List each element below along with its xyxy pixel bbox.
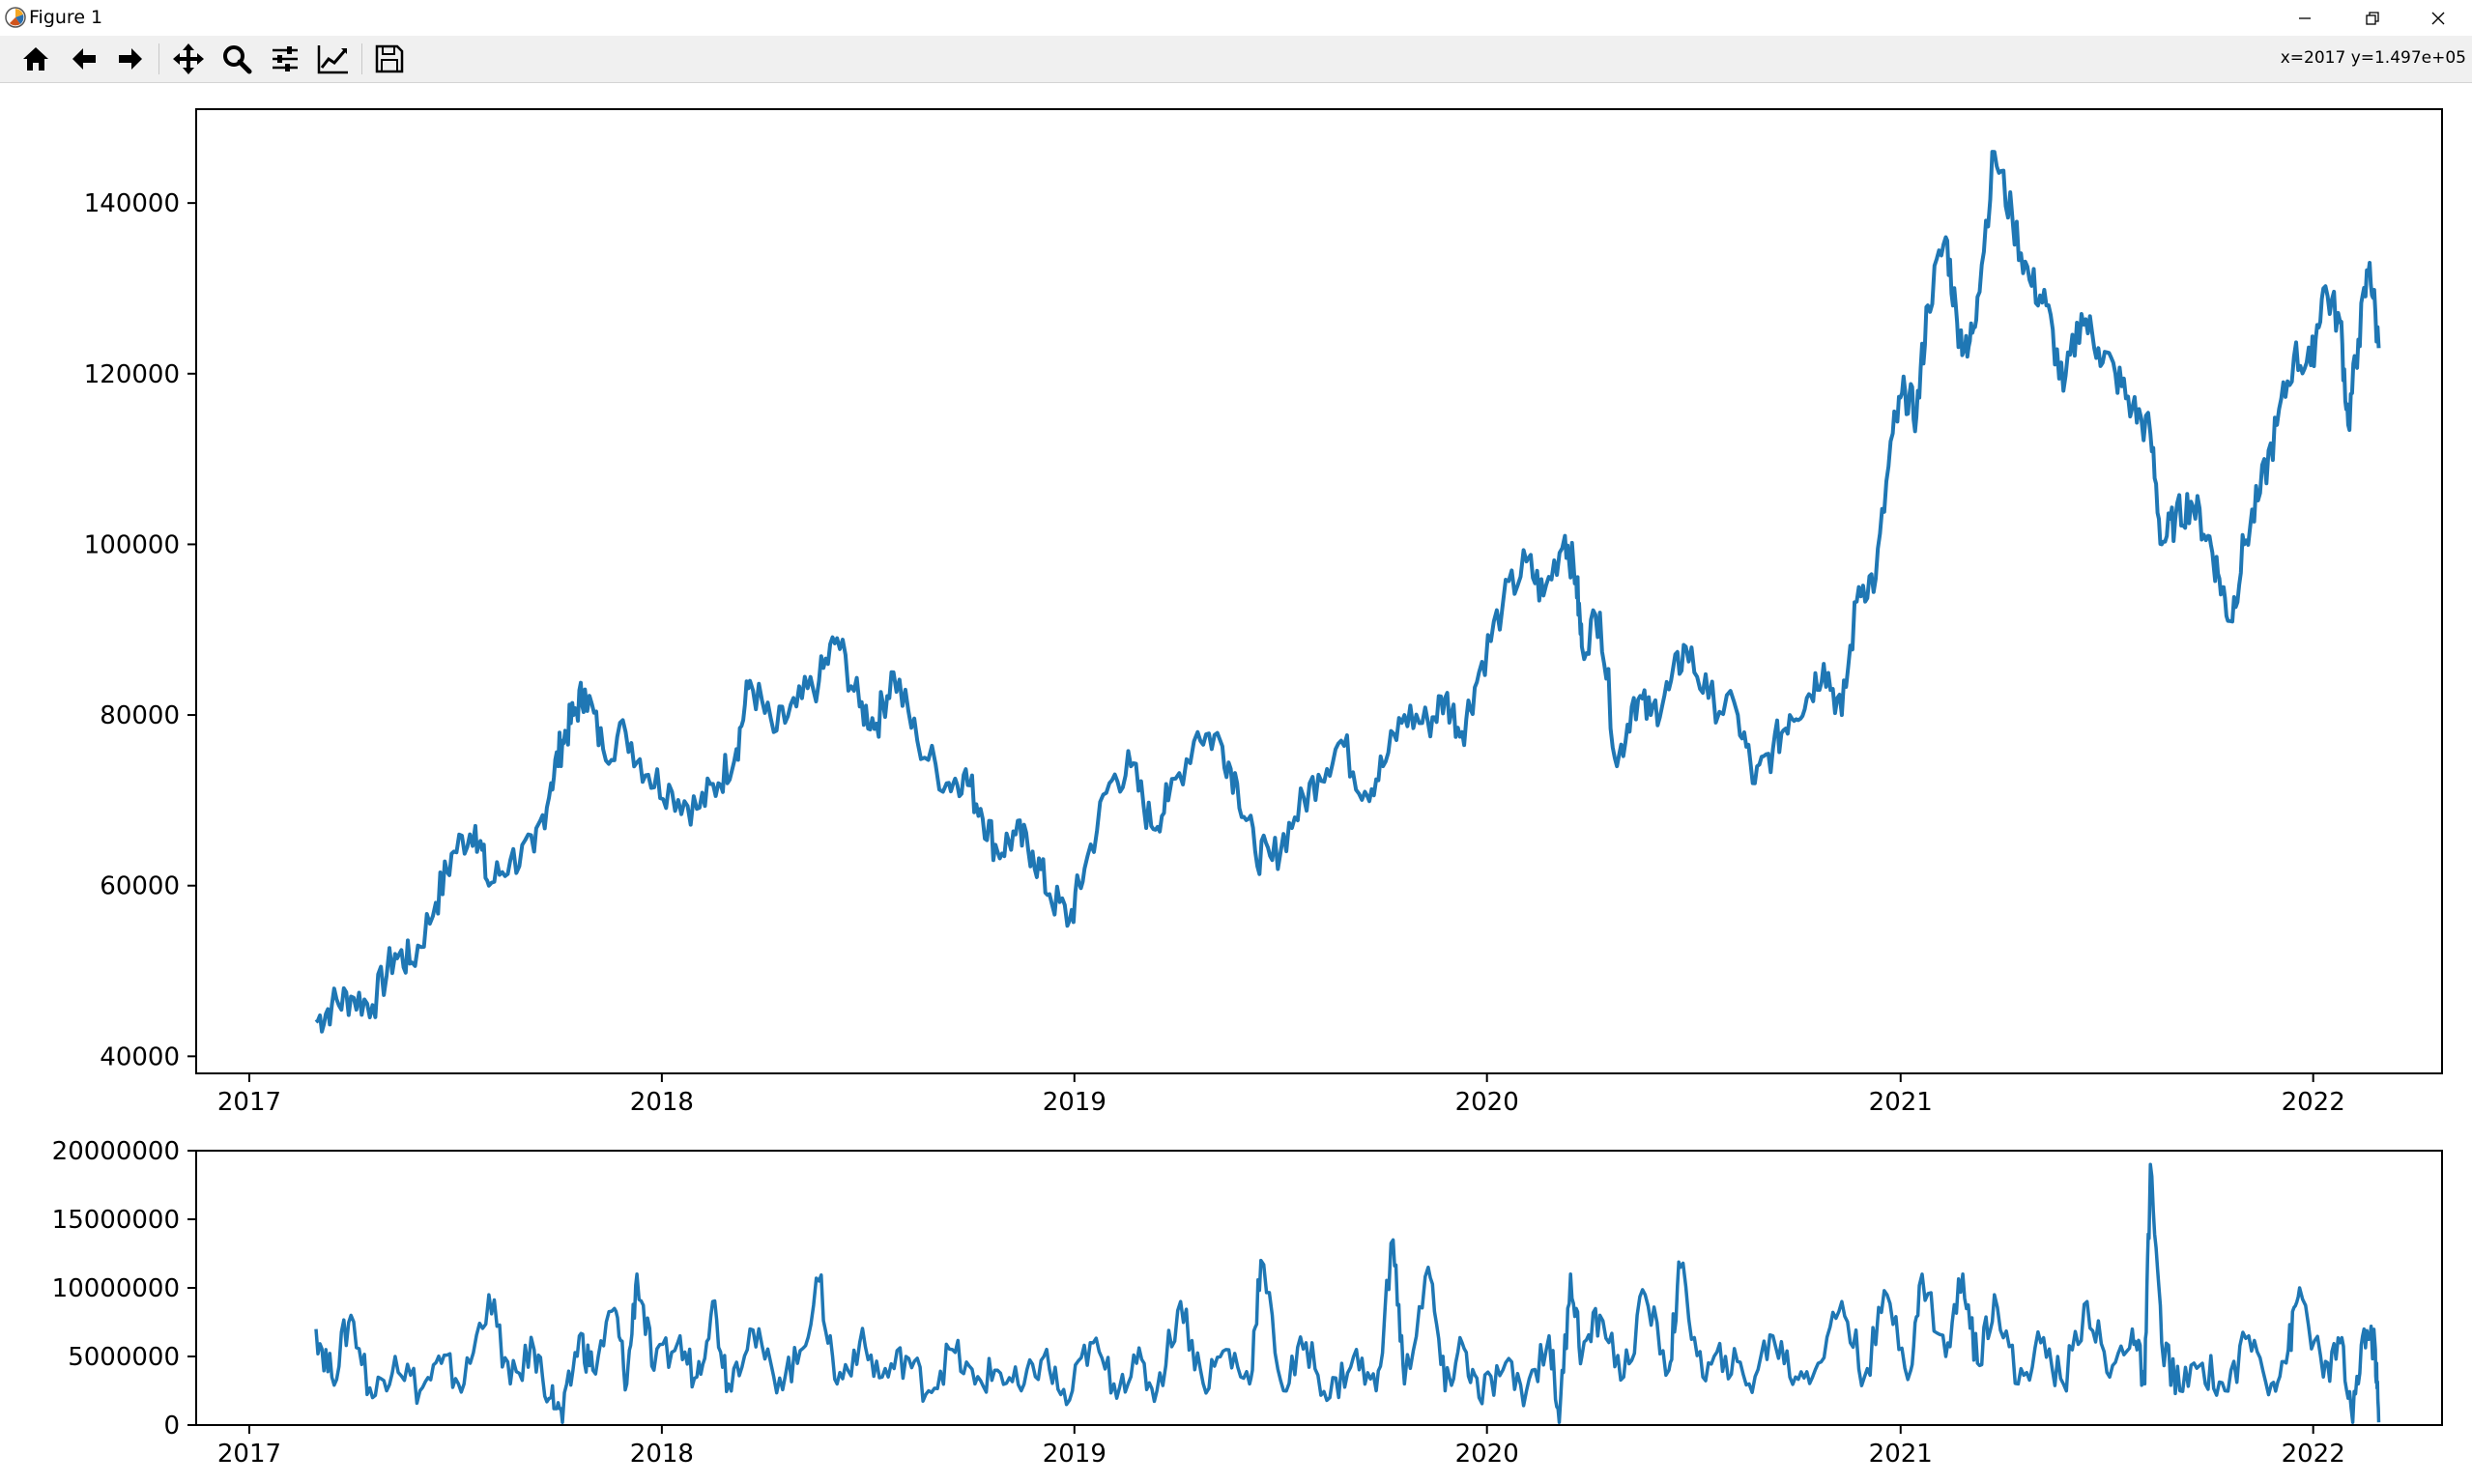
- x-tick-label: 2022: [2282, 1088, 2345, 1117]
- toolbar-separator: [361, 43, 362, 74]
- forward-icon: [119, 48, 142, 70]
- volume-axes[interactable]: 2017 2018 2019 2020 2021 2022 0 5000000 1000000…: [52, 1137, 2443, 1469]
- volume-series-line: [314, 1162, 2381, 1424]
- home-icon: [23, 47, 48, 71]
- x-tick-label: 2020: [1455, 1088, 1519, 1117]
- pan-button[interactable]: [170, 42, 207, 76]
- y-tick-label: 140000: [84, 189, 180, 218]
- back-button[interactable]: [66, 42, 102, 76]
- save-button[interactable]: [371, 42, 408, 76]
- y-tick-label: 10000000: [52, 1274, 180, 1303]
- zoom-button[interactable]: [218, 42, 255, 76]
- zoom-icon: [223, 45, 252, 74]
- volume-x-ticks: 2017 2018 2019 2020 2021 2022: [217, 1425, 2345, 1469]
- configure-subplots-button[interactable]: [267, 42, 303, 76]
- x-tick-label: 2019: [1043, 1088, 1107, 1117]
- restore-icon: [2366, 11, 2379, 25]
- y-tick-label: 60000: [100, 872, 180, 901]
- navigation-toolbar: x=2017 y=1.497e+05: [0, 36, 2472, 83]
- close-button[interactable]: [2404, 0, 2472, 36]
- x-tick-label: 2018: [630, 1088, 694, 1117]
- toolbar-separator: [158, 43, 159, 74]
- edit-axis-button[interactable]: [315, 42, 352, 76]
- restore-button[interactable]: [2339, 0, 2406, 36]
- y-tick-label: 0: [163, 1412, 180, 1441]
- figure-canvas[interactable]: 2017 2018 2019 2020 2021 2022 40000 60000 80000…: [0, 83, 2472, 1484]
- y-tick-label: 20000000: [52, 1137, 180, 1166]
- x-tick-label: 2018: [630, 1440, 694, 1469]
- minimize-button[interactable]: [2271, 0, 2339, 36]
- pan-icon: [173, 43, 204, 74]
- y-tick-label: 120000: [84, 360, 180, 389]
- x-tick-label: 2019: [1043, 1440, 1107, 1469]
- price-y-ticks: 40000 60000 80000 100000 120000 140000: [84, 189, 196, 1071]
- home-button[interactable]: [17, 42, 54, 76]
- x-tick-label: 2021: [1869, 1088, 1933, 1117]
- close-icon: [2431, 12, 2445, 24]
- x-tick-label: 2021: [1869, 1440, 1933, 1469]
- x-tick-label: 2022: [2282, 1440, 2345, 1469]
- y-tick-label: 40000: [100, 1042, 180, 1071]
- minimize-icon: [2299, 16, 2311, 19]
- x-tick-label: 2020: [1455, 1440, 1519, 1469]
- cursor-coordinates: x=2017 y=1.497e+05: [2280, 48, 2466, 68]
- edit-axis-icon: [317, 45, 348, 74]
- price-series-line: [314, 150, 2381, 1034]
- configure-subplots-icon: [273, 46, 298, 71]
- y-tick-label: 100000: [84, 530, 180, 559]
- volume-y-ticks: 0 5000000 10000000 15000000 20000000: [52, 1137, 196, 1441]
- x-tick-label: 2017: [217, 1088, 281, 1117]
- window-title: Figure 1: [29, 7, 103, 28]
- title-bar: Figure 1: [0, 0, 2472, 36]
- x-tick-label: 2017: [217, 1440, 281, 1469]
- y-tick-label: 5000000: [68, 1343, 180, 1372]
- save-icon: [375, 44, 404, 73]
- price-axes-frame: [195, 108, 2443, 1074]
- back-icon: [72, 48, 96, 70]
- y-tick-label: 80000: [100, 701, 180, 730]
- price-axes[interactable]: 2017 2018 2019 2020 2021 2022 40000 60000 80000…: [84, 108, 2443, 1117]
- y-tick-label: 15000000: [52, 1206, 180, 1235]
- price-x-ticks: 2017 2018 2019 2020 2021 2022: [217, 1073, 2345, 1117]
- forward-button[interactable]: [112, 42, 149, 76]
- matplotlib-logo-icon: [5, 7, 26, 28]
